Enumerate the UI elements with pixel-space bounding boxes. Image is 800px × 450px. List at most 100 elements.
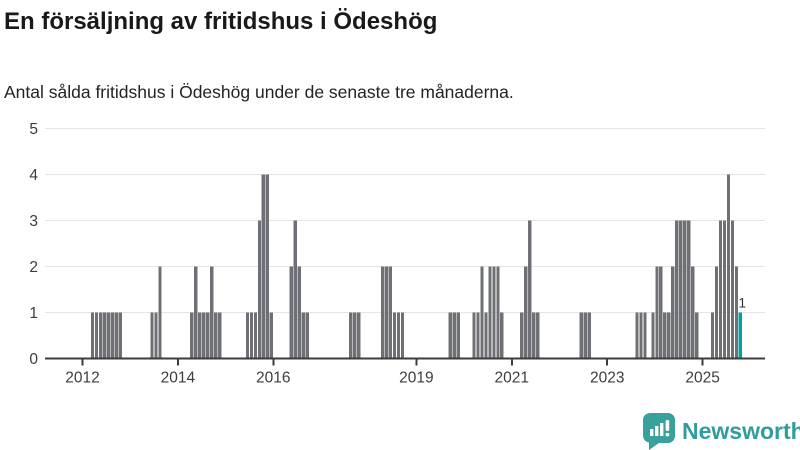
bar-2021-06 bbox=[532, 312, 536, 359]
highlight-value-label: 1 bbox=[738, 296, 746, 311]
bar-2012-08 bbox=[110, 312, 114, 359]
bar-2018-08 bbox=[396, 312, 401, 359]
bars bbox=[90, 174, 743, 359]
bar-2024-10 bbox=[691, 266, 695, 359]
bar-2022-07 bbox=[583, 312, 587, 359]
x-axis-ticks: 2012 2014 2016 2019 2021 2023 2025 bbox=[65, 359, 720, 387]
y-tick-label-2: 2 bbox=[29, 259, 38, 276]
y-tick-label-0: 0 bbox=[29, 351, 38, 368]
bar-2014-07 bbox=[202, 312, 206, 359]
bar-2020-05 bbox=[480, 266, 484, 359]
bar-2012-07 bbox=[106, 312, 110, 359]
newsworthy-icon bbox=[643, 412, 675, 450]
chart-title: En försäljning av fritidshus i Ödeshög bbox=[4, 8, 438, 35]
bar-2018-05 bbox=[384, 266, 389, 359]
bar-2022-06 bbox=[579, 312, 584, 359]
bar-2016-06 bbox=[293, 220, 297, 359]
bar-2015-07 bbox=[249, 312, 254, 359]
bar-2025-07 bbox=[726, 174, 731, 359]
bar-2015-06 bbox=[245, 312, 250, 359]
bar-2016-07 bbox=[297, 266, 301, 359]
bar-2013-07 bbox=[154, 312, 158, 359]
x-tick-label-2014: 2014 bbox=[161, 370, 196, 387]
bar-2015-10 bbox=[261, 174, 266, 359]
bar-2012-06 bbox=[102, 312, 107, 359]
bar-2014-09 bbox=[210, 266, 214, 359]
x-tick-label-2019: 2019 bbox=[399, 370, 433, 387]
bar-2020-07 bbox=[488, 266, 492, 359]
bar-2024-07 bbox=[679, 220, 683, 359]
bar-2024-11 bbox=[695, 312, 699, 359]
x-tick-label-2023: 2023 bbox=[590, 370, 624, 387]
chart-subtitle: Antal sålda fritidshus i Ödeshög under d… bbox=[4, 82, 514, 102]
bar-2023-08 bbox=[635, 312, 639, 359]
bar-2012-10 bbox=[118, 312, 122, 359]
bar-2024-03 bbox=[663, 312, 667, 359]
bar-2013-08 bbox=[158, 266, 162, 359]
bar-2018-06 bbox=[388, 266, 393, 359]
bar-2024-06 bbox=[675, 220, 679, 359]
y-tick-label-5: 5 bbox=[29, 121, 38, 138]
bar-2023-10 bbox=[643, 312, 647, 359]
bar-2021-05 bbox=[528, 220, 532, 359]
bar-2025-06 bbox=[722, 220, 727, 359]
bar-2015-08 bbox=[253, 312, 258, 359]
bar-2023-12 bbox=[651, 312, 655, 359]
bar-2015-09 bbox=[257, 220, 262, 359]
bar-2014-11 bbox=[218, 312, 222, 359]
bar-2013-06 bbox=[150, 312, 154, 359]
bar-chart: 0 1 2 3 4 5 2012 2014 2016 2019 2021 2023 2025 1 bbox=[29, 121, 765, 387]
newsworthy-wordmark: Newsworthy bbox=[682, 417, 800, 444]
bar-2020-03 bbox=[472, 312, 476, 359]
x-tick-label-2025: 2025 bbox=[685, 370, 719, 387]
bar-2014-04 bbox=[190, 312, 194, 359]
bar-2014-06 bbox=[198, 312, 202, 359]
y-tick-label-4: 4 bbox=[29, 167, 38, 184]
bar-2014-05 bbox=[194, 266, 198, 359]
bar-2014-10 bbox=[214, 312, 218, 359]
bar-2015-12 bbox=[269, 312, 273, 359]
x-tick-label-2016: 2016 bbox=[256, 370, 290, 387]
bar-2017-08 bbox=[349, 312, 353, 359]
bar-2021-03 bbox=[520, 312, 524, 359]
bar-2025-08 bbox=[730, 220, 735, 359]
bar-2024-04 bbox=[667, 312, 671, 359]
bar-2021-04 bbox=[524, 266, 528, 359]
bar-2021-07 bbox=[536, 312, 540, 359]
bar-2017-10 bbox=[357, 312, 361, 359]
bar-2024-02 bbox=[659, 266, 663, 359]
bar-2024-01 bbox=[655, 266, 659, 359]
newsworthy-logo[interactable]: Newsworthy bbox=[643, 412, 800, 450]
bar-2014-08 bbox=[206, 312, 210, 359]
bar-2017-09 bbox=[353, 312, 357, 359]
bar-2019-11 bbox=[456, 312, 460, 359]
bar-2012-03 bbox=[90, 312, 95, 359]
bar-2025-05 bbox=[718, 220, 723, 359]
bar-2019-09 bbox=[448, 312, 452, 359]
bar-2022-08 bbox=[587, 312, 591, 359]
bar-2025-09 bbox=[734, 266, 739, 359]
bar-2025-04 bbox=[714, 266, 719, 359]
bar-2025-10 bbox=[738, 312, 743, 359]
bar-2020-08 bbox=[492, 266, 496, 359]
bar-2018-04 bbox=[380, 266, 385, 359]
bar-2018-09 bbox=[400, 312, 405, 359]
y-tick-label-1: 1 bbox=[29, 305, 38, 322]
bar-2024-08 bbox=[683, 220, 687, 359]
bar-2020-06 bbox=[484, 312, 488, 359]
y-axis-labels: 0 1 2 3 4 5 bbox=[29, 121, 38, 368]
bar-2023-09 bbox=[639, 312, 643, 359]
bar-2012-05 bbox=[98, 312, 103, 359]
bar-2016-08 bbox=[301, 312, 305, 359]
bar-2018-07 bbox=[392, 312, 397, 359]
bar-2016-09 bbox=[305, 312, 309, 359]
bar-2025-03 bbox=[710, 312, 715, 359]
bar-2012-04 bbox=[94, 312, 99, 359]
bar-2024-09 bbox=[687, 220, 691, 359]
bar-2020-10 bbox=[500, 312, 504, 359]
bar-2020-09 bbox=[496, 266, 500, 359]
x-tick-label-2021: 2021 bbox=[495, 370, 529, 387]
bar-2020-04 bbox=[476, 312, 480, 359]
y-tick-label-3: 3 bbox=[29, 213, 38, 230]
